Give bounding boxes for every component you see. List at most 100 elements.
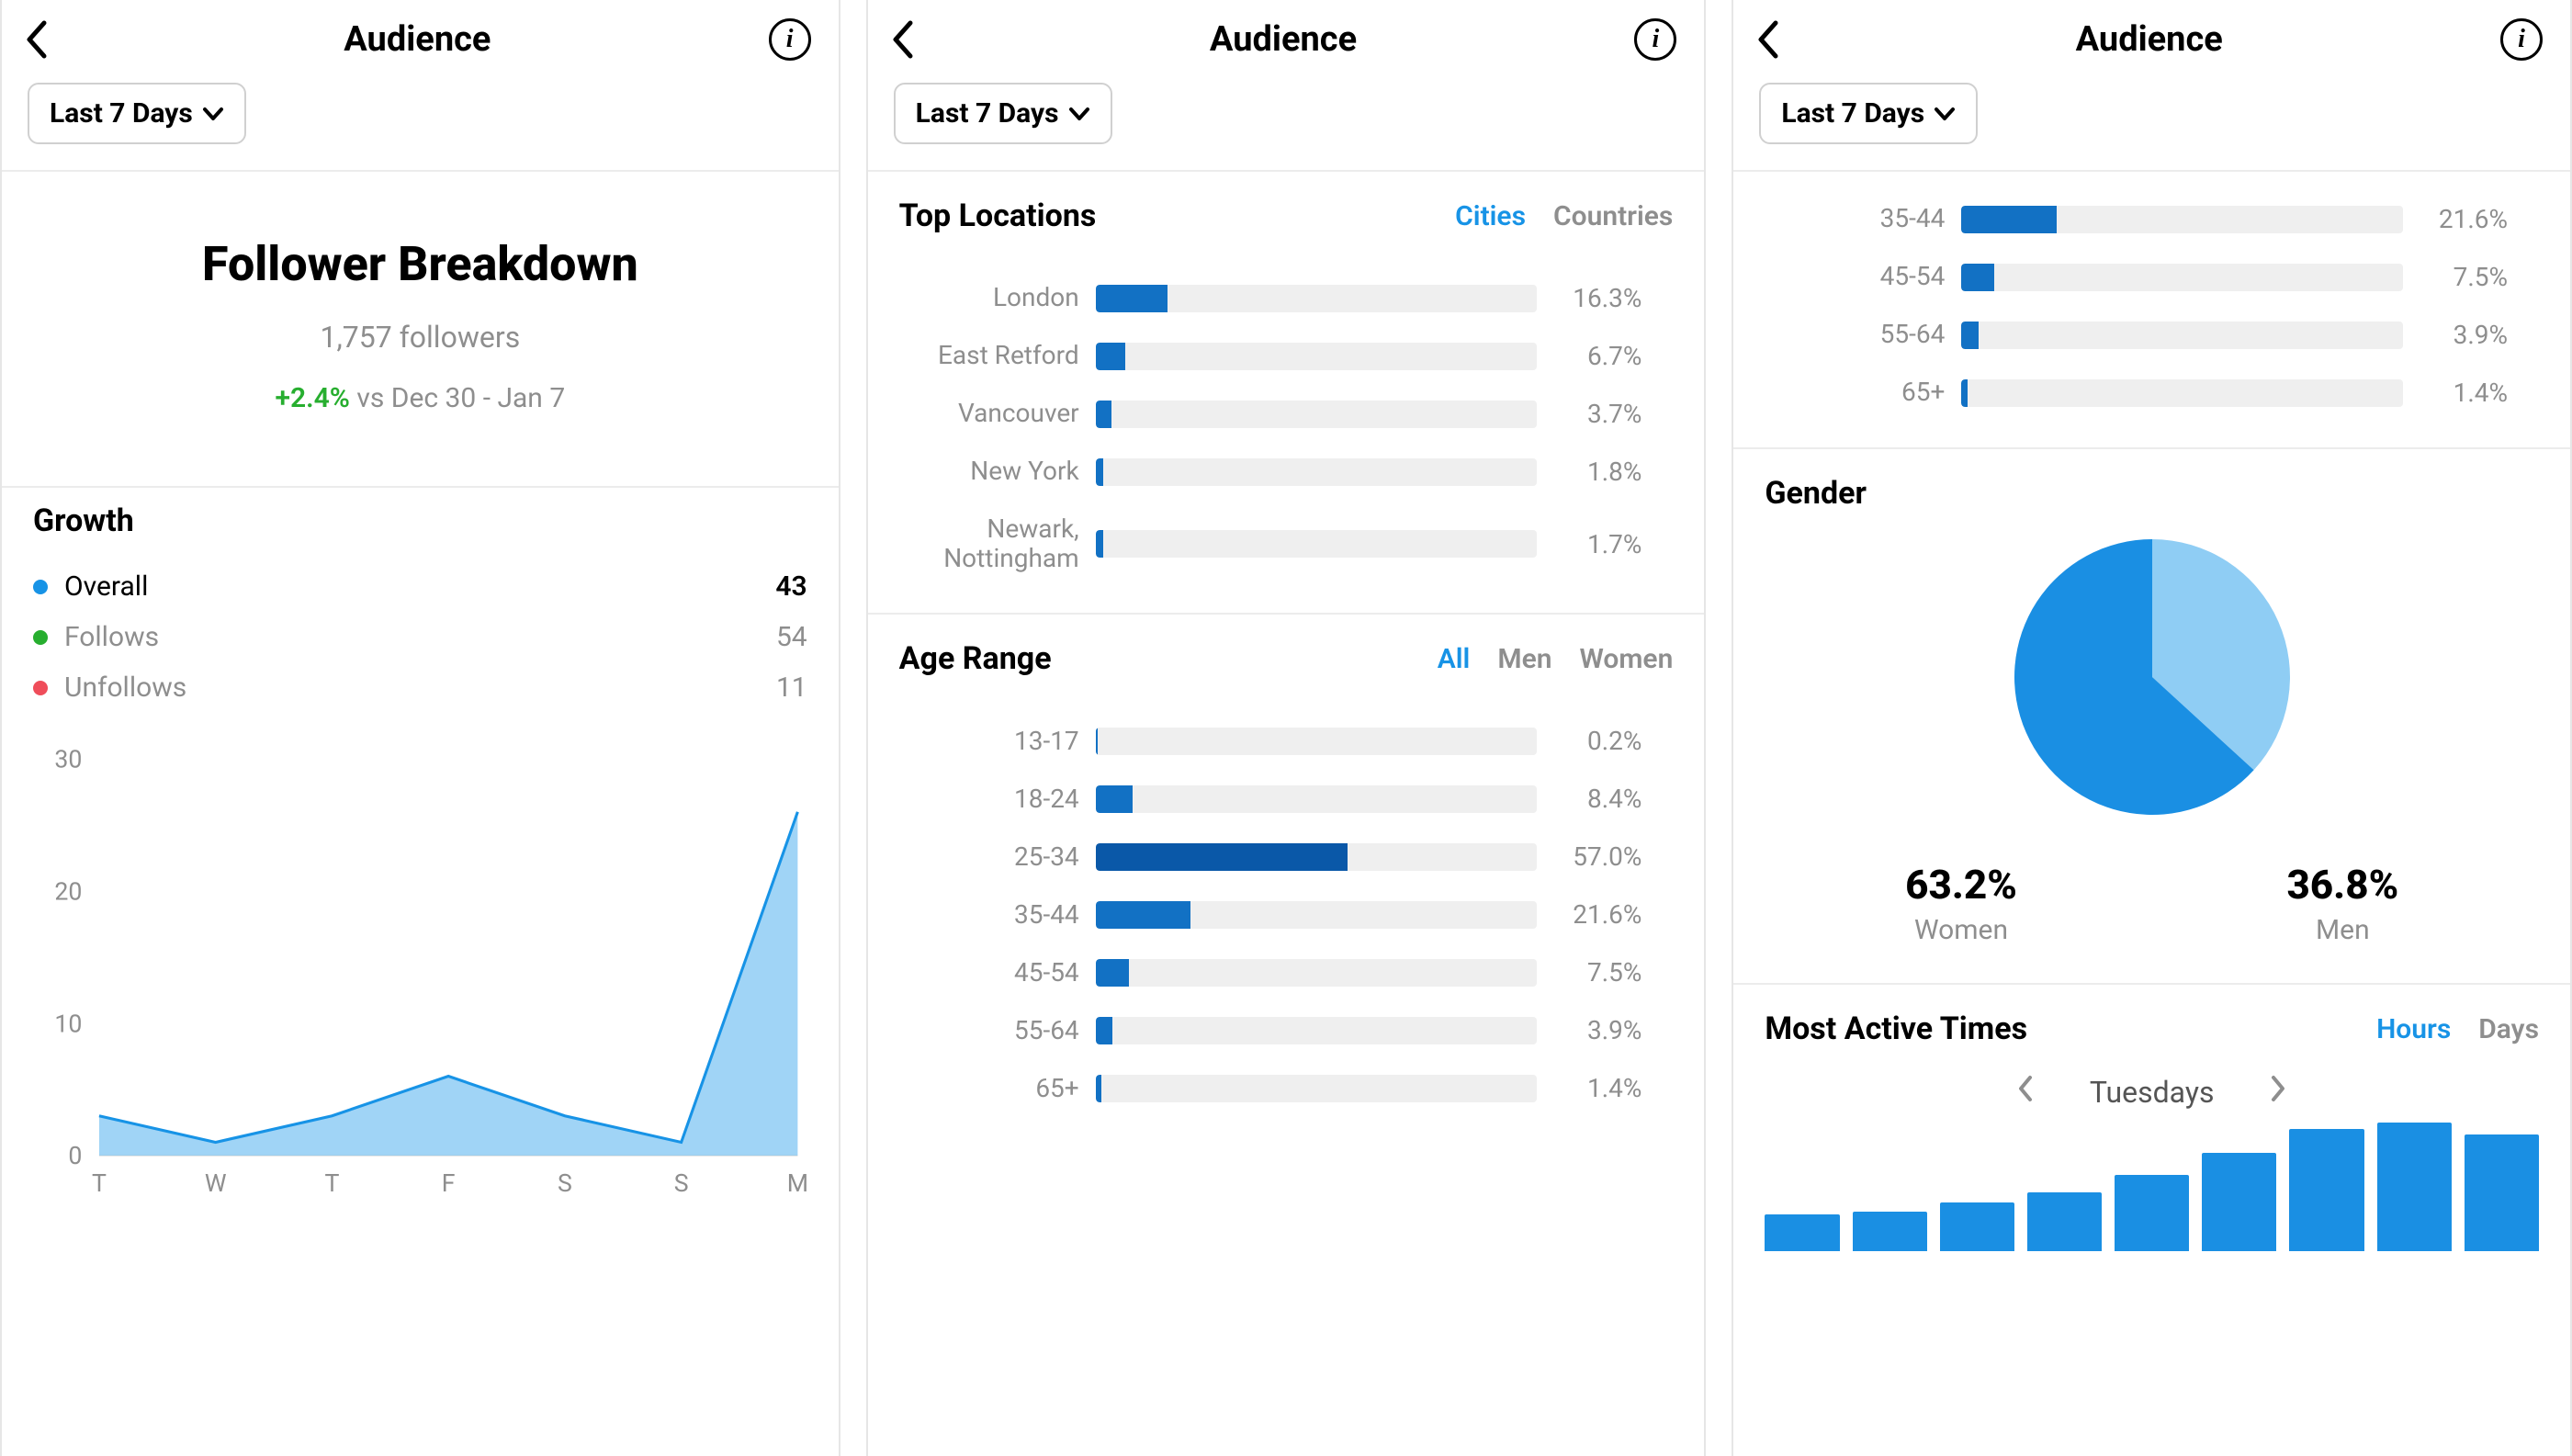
age-bar-list-continued: 35-4421.6%45-547.5%55-643.9%65+1.4% xyxy=(1733,170,2570,447)
hbar-track xyxy=(1096,1075,1538,1102)
legend-value: 54 xyxy=(776,621,807,653)
date-range-selector[interactable]: Last 7 Days xyxy=(1759,83,1978,144)
hbar-row: 45-547.5% xyxy=(868,943,1674,1001)
hbar-row: New York1.8% xyxy=(868,443,1674,501)
hbar-track xyxy=(1961,206,2403,233)
breakdown-title: Follower Breakdown xyxy=(29,236,811,292)
locations-tabs: Cities Countries xyxy=(1455,200,1673,232)
tab-countries[interactable]: Countries xyxy=(1553,200,1673,232)
hbar-value: 0.2% xyxy=(1553,726,1673,756)
women-pct: 63.2% xyxy=(1905,861,2017,909)
active-times-bar xyxy=(2377,1123,2452,1251)
legend-value: 11 xyxy=(776,672,807,704)
tab-age-women[interactable]: Women xyxy=(1580,643,1674,675)
legend-dot xyxy=(33,681,48,695)
follower-breakdown-card: Follower Breakdown 1,757 followers +2.4%… xyxy=(2,170,839,486)
back-button[interactable] xyxy=(890,19,934,60)
gender-women-stat: 63.2% Women xyxy=(1905,861,2017,946)
hbar-track xyxy=(1096,343,1538,370)
followers-delta: +2.4% vs Dec 30 - Jan 7 xyxy=(29,382,811,414)
hbar-row: 65+1.4% xyxy=(868,1059,1674,1117)
gender-title: Gender xyxy=(1765,475,2539,512)
svg-text:T: T xyxy=(92,1168,107,1198)
hbar-value: 6.7% xyxy=(1553,341,1673,371)
active-times-bar-chart xyxy=(1733,1123,2570,1251)
info-button[interactable]: i xyxy=(767,18,811,61)
next-day-button[interactable] xyxy=(2269,1075,2287,1110)
hbar-track xyxy=(1096,901,1538,929)
hbar-fill xyxy=(1961,206,2057,233)
hbar-fill xyxy=(1961,379,1968,407)
hbar-track xyxy=(1096,285,1538,312)
page-title: Audience xyxy=(934,19,1633,60)
active-times-bar xyxy=(2289,1129,2363,1251)
hbar-value: 16.3% xyxy=(1553,283,1673,313)
hbar-fill xyxy=(1096,1017,1113,1044)
info-button[interactable]: i xyxy=(2499,18,2543,61)
back-button[interactable] xyxy=(24,19,68,60)
legend-row: Unfollows11 xyxy=(33,662,807,713)
active-times-section: Most Active Times Hours Days Tuesdays xyxy=(1733,983,2570,1123)
hbar-row: 35-4421.6% xyxy=(1733,190,2539,248)
hbar-track xyxy=(1961,379,2403,407)
hbar-fill xyxy=(1961,264,1994,291)
filter-row: Last 7 Days xyxy=(2,79,839,170)
hbar-label: 65+ xyxy=(868,1074,1079,1103)
hbar-track xyxy=(1096,401,1538,428)
delta-suffix: vs Dec 30 - Jan 7 xyxy=(350,382,565,414)
date-range-label: Last 7 Days xyxy=(1781,97,1924,130)
date-range-selector[interactable]: Last 7 Days xyxy=(894,83,1112,144)
hbar-fill xyxy=(1096,1075,1102,1102)
info-icon: i xyxy=(1634,18,1676,61)
legend-value: 43 xyxy=(775,570,807,603)
growth-title: Growth xyxy=(33,502,807,539)
hbar-fill xyxy=(1096,458,1104,486)
date-range-selector[interactable]: Last 7 Days xyxy=(28,83,246,144)
hbar-label: 45-54 xyxy=(868,958,1079,988)
hbar-fill xyxy=(1096,285,1168,312)
hbar-label: 35-44 xyxy=(1733,204,1945,233)
tab-cities[interactable]: Cities xyxy=(1455,200,1526,232)
active-times-bar xyxy=(1853,1212,1927,1251)
chevron-down-icon xyxy=(202,107,224,121)
age-tabs: All Men Women xyxy=(1438,643,1674,675)
tab-age-all[interactable]: All xyxy=(1438,643,1471,675)
prev-day-button[interactable] xyxy=(2016,1075,2035,1110)
hbar-fill xyxy=(1096,785,1133,813)
hbar-label: Newark, Nottingham xyxy=(868,514,1079,573)
active-times-tabs: Hours Days xyxy=(2376,1013,2539,1045)
hbar-track xyxy=(1096,843,1538,871)
hbar-value: 21.6% xyxy=(1553,899,1673,930)
panel-locations-age: Audience i Last 7 Days Top Locations Cit… xyxy=(866,0,1707,1456)
active-times-bar xyxy=(2465,1134,2539,1251)
svg-text:10: 10 xyxy=(54,1009,82,1038)
gender-pie-chart xyxy=(2005,530,2299,824)
tab-age-men[interactable]: Men xyxy=(1497,643,1551,675)
hbar-fill xyxy=(1096,728,1098,755)
hbar-track xyxy=(1096,785,1538,813)
hbar-value: 1.8% xyxy=(1553,457,1673,487)
hbar-row: 18-248.4% xyxy=(868,770,1674,828)
tab-hours[interactable]: Hours xyxy=(2376,1013,2451,1045)
header: Audience i xyxy=(868,0,1705,79)
hbar-row: 25-3457.0% xyxy=(868,828,1674,886)
date-range-label: Last 7 Days xyxy=(916,97,1059,130)
tab-days[interactable]: Days xyxy=(2478,1013,2539,1045)
back-button[interactable] xyxy=(1755,19,1799,60)
panel-gender-active: Audience i Last 7 Days 35-4421.6%45-547.… xyxy=(1732,0,2572,1456)
chevron-left-icon xyxy=(1755,19,1781,60)
hbar-label: 25-34 xyxy=(868,842,1079,872)
hbar-label: 13-17 xyxy=(868,727,1079,756)
hbar-track xyxy=(1961,322,2403,349)
hbar-row: London16.3% xyxy=(868,269,1674,327)
hbar-fill xyxy=(1096,959,1129,987)
hbar-row: 55-643.9% xyxy=(868,1001,1674,1059)
area-chart-svg: 0102030TWTFSSM xyxy=(33,750,807,1202)
age-range-section: Age Range All Men Women xyxy=(868,613,1705,703)
women-label: Women xyxy=(1905,914,2017,946)
svg-text:F: F xyxy=(442,1168,456,1198)
active-times-title: Most Active Times xyxy=(1765,1010,2027,1047)
info-button[interactable]: i xyxy=(1632,18,1676,61)
hbar-track xyxy=(1096,1017,1538,1044)
hbar-label: 45-54 xyxy=(1733,262,1945,291)
